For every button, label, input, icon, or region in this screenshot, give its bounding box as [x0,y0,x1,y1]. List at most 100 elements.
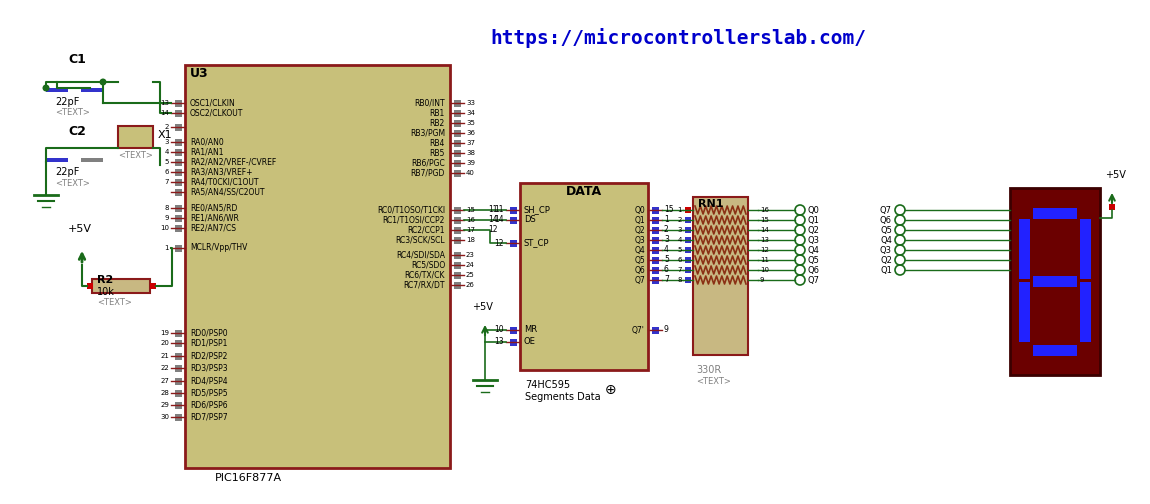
Text: 10k: 10k [97,287,115,297]
Text: RC0/T1OSO/T1CKI: RC0/T1OSO/T1CKI [377,206,445,215]
Bar [652,236,659,243]
Text: ⊕: ⊕ [605,383,616,397]
Bar [454,272,461,279]
Text: 6: 6 [164,169,169,175]
Text: Q1: Q1 [880,266,892,275]
Text: MCLR/Vpp/THV: MCLR/Vpp/THV [190,243,247,253]
Text: 10: 10 [160,225,169,231]
Text: 14: 14 [494,216,504,224]
Bar [118,126,153,148]
Text: <TEXT>: <TEXT> [55,179,90,188]
Text: RE0/AN5/RD: RE0/AN5/RD [190,204,237,213]
Text: 29: 29 [160,402,169,408]
Bar [81,158,104,162]
Text: DATA: DATA [566,185,603,198]
Text: Q3: Q3 [635,235,645,244]
Bar [652,226,659,233]
Text: +5V: +5V [68,224,92,234]
Text: 12: 12 [760,247,769,253]
Text: 27: 27 [160,378,169,384]
Text: SH_CP: SH_CP [524,206,551,215]
Bar [175,205,182,212]
Bar [454,109,461,116]
Text: 2: 2 [164,124,169,130]
Text: <TEXT>: <TEXT> [97,298,132,307]
Text: Q4: Q4 [808,245,820,255]
Bar [175,352,182,359]
Bar [509,327,518,334]
Text: 6: 6 [664,266,669,275]
Text: RC1/T1OSI/CCP2: RC1/T1OSI/CCP2 [383,216,445,224]
Text: Q6: Q6 [635,266,645,275]
Text: 17: 17 [466,227,475,233]
Text: 25: 25 [466,272,475,278]
Text: https://microcontrollerslab.com/: https://microcontrollerslab.com/ [490,28,866,48]
Bar [1109,204,1116,210]
Text: 1: 1 [677,207,682,213]
Text: RC5/SDO: RC5/SDO [411,261,445,270]
Text: RA4/T0CKI/C1OUT: RA4/T0CKI/C1OUT [190,177,259,186]
Text: Q5: Q5 [635,256,645,265]
Text: 10: 10 [494,326,504,335]
Text: Q3: Q3 [808,235,820,244]
Bar [652,207,659,214]
Bar [1010,188,1101,375]
Text: 11: 11 [494,206,504,215]
Bar [693,197,748,355]
Bar [685,227,691,233]
Text: 24: 24 [466,262,475,268]
Bar [175,158,182,165]
Text: 3: 3 [664,235,669,244]
Bar [685,267,691,273]
Bar [175,244,182,251]
Bar [520,183,647,370]
Text: RB3/PGM: RB3/PGM [409,129,445,138]
Bar [454,119,461,127]
Text: 30: 30 [160,414,169,420]
Text: 14: 14 [160,110,169,116]
Text: 5: 5 [164,159,169,165]
Text: 16: 16 [760,207,769,213]
Text: OSC2/CLKOUT: OSC2/CLKOUT [190,108,244,117]
Bar [685,207,691,213]
Text: 13: 13 [494,338,504,347]
Text: RB4: RB4 [430,139,445,148]
Text: RA3/AN3/VREF+: RA3/AN3/VREF+ [190,167,253,176]
Bar [175,188,182,196]
Text: Q1: Q1 [635,216,645,224]
Text: RD0/PSP0: RD0/PSP0 [190,329,228,338]
Bar [175,149,182,156]
Text: Q0: Q0 [635,206,645,215]
Text: DS: DS [524,216,536,224]
Text: RE1/AN6/WR: RE1/AN6/WR [190,214,239,222]
Text: 14: 14 [488,216,498,224]
Text: 6: 6 [677,257,682,263]
Bar [509,207,518,214]
Bar [685,247,691,253]
Text: R2: R2 [97,275,113,285]
Text: Q5: Q5 [808,256,820,265]
Bar [175,224,182,231]
Text: 9: 9 [664,326,669,335]
Bar [1019,282,1030,342]
Text: 330R: 330R [696,365,721,375]
Text: 15: 15 [760,217,769,223]
Text: Q4: Q4 [880,235,892,244]
Text: 19: 19 [160,330,169,336]
Text: RA0/AN0: RA0/AN0 [190,138,224,147]
Text: +5V: +5V [1105,170,1126,180]
Text: Q2: Q2 [880,256,892,265]
Text: 40: 40 [466,170,475,176]
Text: 4: 4 [664,245,669,255]
Bar [685,237,691,243]
Text: 36: 36 [466,130,475,136]
Text: RB5: RB5 [430,149,445,157]
Text: RC3/SCK/SCL: RC3/SCK/SCL [396,235,445,244]
Text: OSC1/CLKIN: OSC1/CLKIN [190,98,236,107]
Bar [454,130,461,137]
Text: <TEXT>: <TEXT> [118,151,153,160]
Bar [1033,208,1078,219]
Text: Q6: Q6 [808,266,820,275]
Text: 8: 8 [164,205,169,211]
Bar [454,226,461,233]
